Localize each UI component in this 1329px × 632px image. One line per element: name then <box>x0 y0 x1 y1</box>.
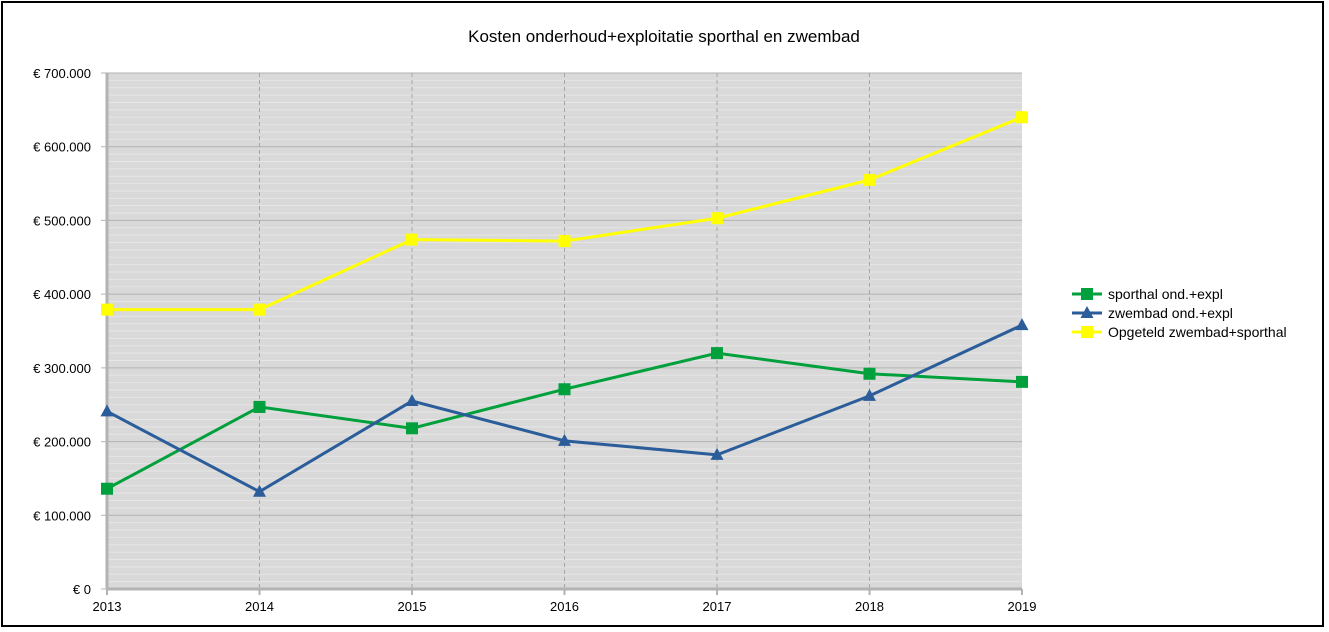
x-tick-label: 2013 <box>93 599 122 614</box>
legend-marker <box>1080 306 1094 318</box>
chart-title: Kosten onderhoud+exploitatie sporthal en… <box>468 27 860 46</box>
y-tick-label: € 300.000 <box>33 361 91 376</box>
data-point <box>253 484 266 497</box>
legend-item: zwembad ond.+expl <box>1072 305 1233 321</box>
y-tick-label: € 500.000 <box>33 213 91 228</box>
data-point <box>406 233 418 246</box>
x-tick-label: 2015 <box>398 599 427 614</box>
legend-item: sporthal ond.+expl <box>1072 286 1223 302</box>
data-point <box>101 482 113 495</box>
y-tick-label: € 600.000 <box>33 140 91 155</box>
legend-label: zwembad ond.+expl <box>1108 305 1233 321</box>
legend-marker <box>1081 326 1093 338</box>
y-tick-label: € 400.000 <box>33 287 91 302</box>
data-point <box>558 235 571 248</box>
y-tick-label: € 200.000 <box>33 435 91 450</box>
x-tick-label: 2019 <box>1008 599 1037 614</box>
data-point <box>711 212 723 225</box>
data-point <box>100 404 114 417</box>
x-tick-label: 2018 <box>855 599 884 614</box>
y-tick-label: € 100.000 <box>33 508 91 523</box>
data-point <box>863 173 876 186</box>
x-tick-label: 2017 <box>703 599 732 614</box>
data-point <box>405 394 419 407</box>
series-1 <box>100 318 1029 497</box>
data-point <box>101 303 113 316</box>
data-point <box>711 347 723 360</box>
data-point <box>253 303 266 316</box>
data-point <box>1015 318 1029 331</box>
legend-item: Opgeteld zwembad+sporthal <box>1072 324 1287 340</box>
x-tick-label: 2016 <box>550 599 579 614</box>
data-point <box>863 388 876 401</box>
data-point <box>710 447 724 460</box>
data-point <box>558 383 571 396</box>
data-point <box>253 400 266 413</box>
data-point <box>1016 375 1028 388</box>
data-point <box>558 433 571 446</box>
legend-label: Opgeteld zwembad+sporthal <box>1108 324 1287 340</box>
y-tick-label: € 0 <box>73 582 91 597</box>
x-tick-label: 2014 <box>245 599 274 614</box>
series-2 <box>101 111 1028 316</box>
data-point <box>406 422 418 435</box>
y-tick-label: € 700.000 <box>33 66 91 81</box>
data-point <box>1016 111 1028 124</box>
data-point <box>863 367 876 380</box>
legend-marker <box>1081 288 1093 300</box>
legend-label: sporthal ond.+expl <box>1108 286 1223 302</box>
series-0 <box>101 347 1028 495</box>
